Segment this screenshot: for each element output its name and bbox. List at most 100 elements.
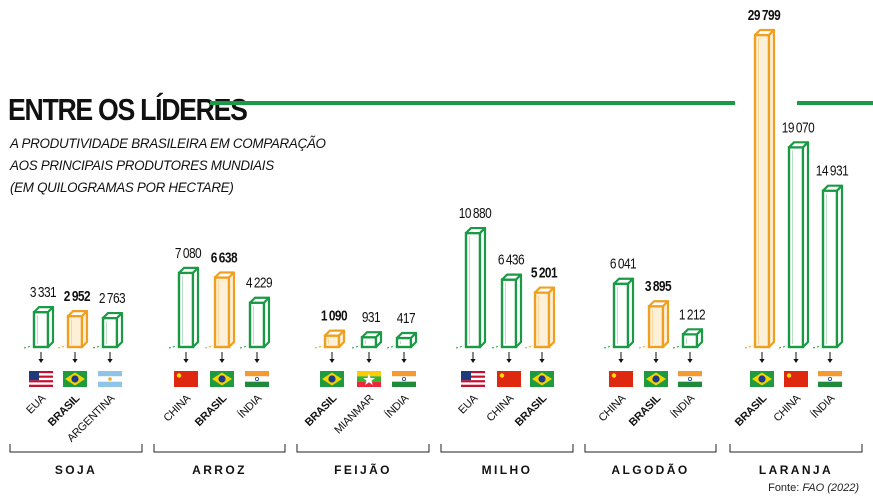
country-label: BRASIL [303, 392, 340, 429]
bar-side [626, 277, 635, 349]
india-flag-part [818, 376, 842, 382]
argentina-flag-part [98, 371, 122, 377]
usa-flag-part [461, 373, 485, 376]
brazil-globe [218, 375, 226, 383]
usa-flag-part [29, 382, 53, 385]
india-wheel [827, 377, 832, 382]
value-label: 1 090 [321, 307, 348, 323]
category-label: ALGODÃO [611, 462, 689, 477]
category-bracket [153, 444, 286, 453]
page-title: ENTRE OS LÍDERES [8, 92, 248, 127]
bar-front [360, 336, 378, 349]
bar-side [478, 226, 487, 349]
brazil-flag [63, 371, 87, 387]
value-label: 931 [362, 309, 381, 325]
china-flag [497, 371, 521, 387]
bar-side [547, 286, 556, 349]
bar-shadow [57, 345, 67, 349]
title-rule-right [797, 101, 873, 105]
usa-flag-part [29, 380, 53, 383]
india-flag-part [245, 371, 269, 377]
brazil-flag [530, 371, 554, 387]
bar-shadow [23, 345, 33, 349]
country-label: BRASIL [193, 392, 230, 429]
group-2: 1 090 BRASIL 931 MIANMAR 417 ÍNDIA FEIJÃO [296, 307, 430, 477]
china-star [499, 373, 505, 378]
bar-shadow [812, 345, 822, 349]
country-label: ÍNDIA [808, 391, 838, 421]
bar-front [213, 276, 231, 349]
india-flag [392, 371, 416, 387]
china-flag-part [784, 371, 808, 387]
usa-flag-part [29, 377, 53, 381]
bar-front [177, 271, 195, 349]
category-bracket [584, 444, 717, 453]
bar-side [661, 300, 670, 349]
bar-front [248, 301, 266, 349]
brazil-globe [538, 375, 546, 383]
china-star [786, 373, 792, 378]
usa-flag-part [29, 373, 53, 376]
value-label: 2 952 [64, 288, 91, 304]
china-flag [174, 371, 198, 387]
bar-front [500, 278, 518, 349]
india-flag-part [392, 381, 416, 387]
brazil-globe [758, 375, 766, 383]
value-label: 417 [397, 310, 416, 326]
india-flag-part [678, 371, 702, 377]
bar-side [695, 328, 704, 349]
brazil-globe [652, 375, 660, 383]
bar-brasil: 1 090 BRASIL [303, 307, 348, 429]
usa-flag-part [29, 375, 53, 378]
arrow-head [470, 359, 476, 363]
country-label: CHINA [484, 392, 516, 424]
arrow-head [759, 359, 765, 363]
bar-eua: 3 331 EUA [23, 284, 57, 416]
category-bracket [296, 444, 430, 453]
usa-flag [461, 371, 485, 387]
bar-front [647, 305, 665, 349]
argentina-flag [98, 371, 122, 387]
bar-índia: 1 212 ÍNDIA [668, 306, 706, 421]
bar-shadow [672, 345, 682, 349]
india-flag-part [245, 381, 269, 387]
myanmar-star [363, 373, 375, 385]
value-label: 6 041 [610, 256, 637, 272]
country-label: ÍNDIA [668, 391, 698, 421]
category-label: FEIJÃO [334, 462, 392, 477]
arrow-head [72, 359, 78, 363]
arrow-head [687, 359, 693, 363]
bar-brasil: 29 799 BRASIL [733, 7, 781, 429]
india-flag-part [678, 376, 702, 382]
country-label: CHINA [771, 392, 803, 424]
bar-front [533, 291, 551, 349]
country-label: ÍNDIA [382, 391, 412, 421]
bar-shadow [491, 345, 501, 349]
india-flag-part [678, 381, 702, 387]
bar-side [514, 273, 523, 349]
bar-front [101, 316, 119, 349]
arrow-head [793, 359, 799, 363]
bar-shadow [239, 345, 249, 349]
usa-flag-part [29, 371, 39, 381]
arrow-head [401, 359, 407, 363]
value-label: 5 201 [531, 264, 558, 280]
bar-side [46, 306, 55, 349]
bar-shadow [386, 345, 396, 349]
bar-shadow [455, 345, 465, 349]
arrow-head [366, 359, 372, 363]
bar-side [409, 331, 418, 349]
argentina-sun [108, 377, 112, 381]
source-name: FAO (2022) [802, 482, 859, 494]
myanmar-flag-part [357, 381, 381, 387]
bar-front [787, 146, 805, 349]
country-label: MIANMAR [332, 392, 376, 436]
bar-china: 19 070 CHINA [771, 119, 814, 424]
country-label: ÍNDIA [235, 391, 265, 421]
brazil-globe [71, 375, 79, 383]
bar-side [801, 141, 810, 349]
bar-eua: 10 880 EUA [455, 205, 492, 416]
usa-flag-part [461, 371, 471, 381]
